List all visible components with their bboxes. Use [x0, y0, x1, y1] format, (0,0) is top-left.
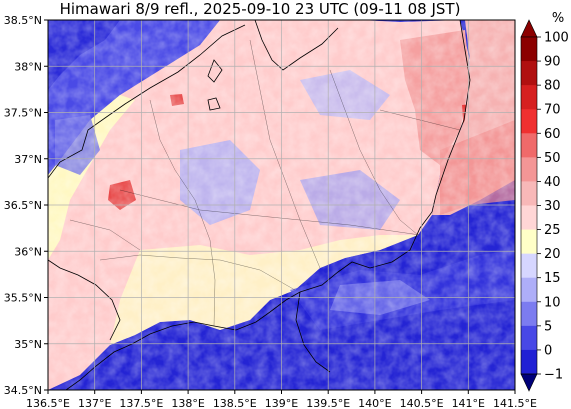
prefecture-borders	[69, 39, 461, 327]
lon-tick-label: 141.5°E	[493, 397, 537, 409]
lat-tick-label: 35°N	[14, 338, 42, 351]
colorbar-tick-label: 0	[544, 343, 552, 358]
colorbar-segment	[521, 229, 537, 255]
lat-tick-label: 36.5°N	[4, 199, 42, 212]
colorbar-segment	[521, 109, 537, 134]
colorbar-segment	[521, 325, 537, 351]
colorbar-segment	[521, 349, 537, 375]
colorbar-tick-label: 15	[544, 271, 561, 286]
colorbar-tick-label: 50	[544, 151, 561, 166]
colorbar-tick-label: 60	[544, 127, 561, 142]
colorbar-segment	[521, 181, 537, 206]
colorbar-tick-label: 80	[544, 79, 561, 94]
lat-tick-label: 38.5°N	[4, 14, 42, 27]
colorbar-segment	[521, 85, 537, 110]
lon-tick-label: 137.5°E	[119, 397, 163, 409]
colorbar-segment	[521, 253, 537, 279]
colorbar-segment	[521, 37, 537, 62]
colorbar-segment	[521, 205, 537, 231]
lon-tick-label: 138°E	[171, 397, 204, 409]
colorbar-tick-label: 30	[544, 199, 561, 214]
latitude-ticks: 38.5°N 38°N 37.5°N 37°N 36.5°N 36°N 35.5°N 35°N…	[4, 14, 48, 397]
longitude-ticks: 136.5°E 137°E 137.5°E 138°E 138.5°E 139°E 139.…	[26, 390, 537, 409]
colorbar-segment	[521, 301, 537, 327]
colorbar-tick-label: 70	[544, 103, 561, 118]
colorbar-tick-label: 10	[544, 295, 561, 310]
lon-tick-label: 141°E	[452, 397, 485, 409]
colorbar-tick-label: 20	[544, 247, 561, 262]
lat-tick-label: 36°N	[14, 245, 42, 258]
lon-tick-label: 139.5°E	[306, 397, 350, 409]
colorbar-segment	[521, 277, 537, 303]
colorbar-tick-label: 90	[544, 55, 561, 70]
colorbar-tick-label: −1	[544, 368, 563, 383]
lat-tick-label: 37°N	[14, 153, 42, 166]
coastlines	[48, 20, 471, 390]
colorbar-tick-label: 40	[544, 175, 561, 190]
colorbar-unit: %	[551, 11, 565, 26]
lat-lon-gridlines	[48, 20, 515, 390]
colorbar-tick-label: 25	[544, 223, 561, 238]
lon-tick-label: 137°E	[78, 397, 111, 409]
lat-tick-label: 37.5°N	[4, 107, 42, 120]
colorbar-tick-label: 100	[544, 31, 569, 46]
lat-tick-label: 35.5°N	[4, 292, 42, 305]
lon-tick-label: 140°E	[358, 397, 391, 409]
map-title: Himawari 8/9 refl., 2025-09-10 23 UTC (0…	[59, 0, 461, 18]
lon-tick-label: 138.5°E	[213, 397, 257, 409]
reflectance-field	[48, 20, 515, 390]
lon-tick-label: 139°E	[265, 397, 298, 409]
colorbar-segment	[521, 61, 537, 86]
colorbar-segment	[521, 133, 537, 158]
colorbar-extend-max	[520, 19, 538, 38]
colorbar-tick-label: 5	[544, 319, 552, 334]
colorbar-extend-min	[520, 373, 538, 392]
colorbar-segment	[521, 157, 537, 182]
lon-tick-label: 136.5°E	[26, 397, 70, 409]
lon-tick-label: 140.5°E	[400, 397, 444, 409]
lat-tick-label: 38°N	[14, 60, 42, 73]
lat-tick-label: 34.5°N	[4, 384, 42, 397]
